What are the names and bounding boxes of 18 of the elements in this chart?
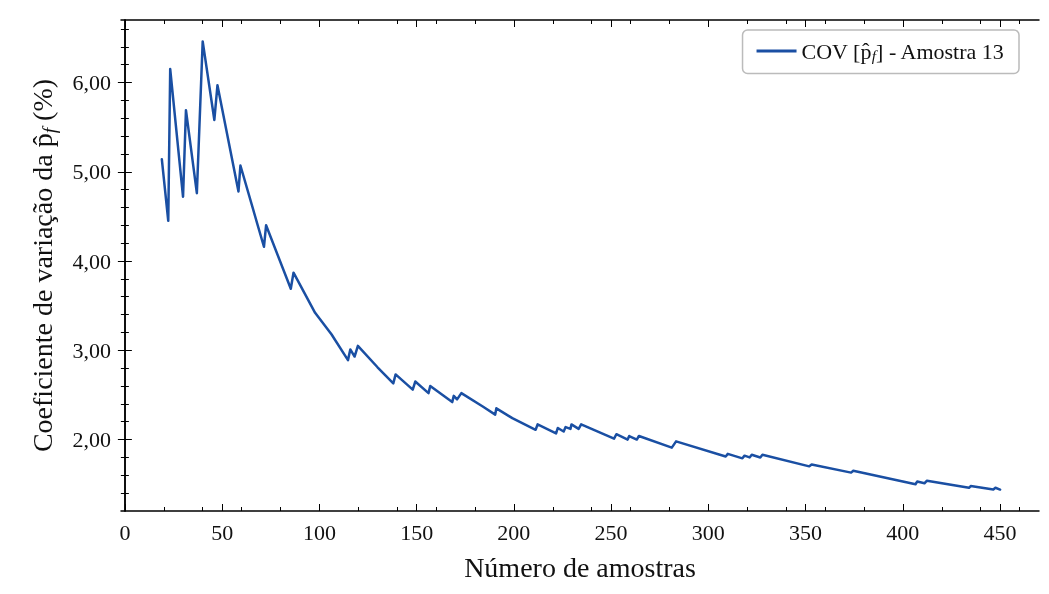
y-tick-label: 5,00 <box>72 159 111 185</box>
x-tick-label: 50 <box>211 519 234 545</box>
x-tick-label: 450 <box>983 519 1017 545</box>
x-tick-label: 300 <box>691 519 725 545</box>
x-axis-title: Número de amostras <box>464 551 696 583</box>
x-tick-label: 350 <box>789 519 823 545</box>
y-tick-label: 2,00 <box>72 427 111 453</box>
y-tick-label: 6,00 <box>72 69 111 95</box>
x-tick-label: 100 <box>302 519 336 545</box>
y-tick-label: 3,00 <box>72 337 111 363</box>
x-tick-label: 250 <box>594 519 628 545</box>
x-tick-label: 150 <box>400 519 434 545</box>
line-series <box>160 40 1002 491</box>
y-axis-title: Coeficiente de variação da p̂f (%) <box>27 78 60 453</box>
x-tick-label: 400 <box>886 519 920 545</box>
y-tick-label: 4,00 <box>72 248 111 274</box>
x-tick-label: 200 <box>497 519 531 545</box>
x-tick-label: 0 <box>119 519 131 545</box>
